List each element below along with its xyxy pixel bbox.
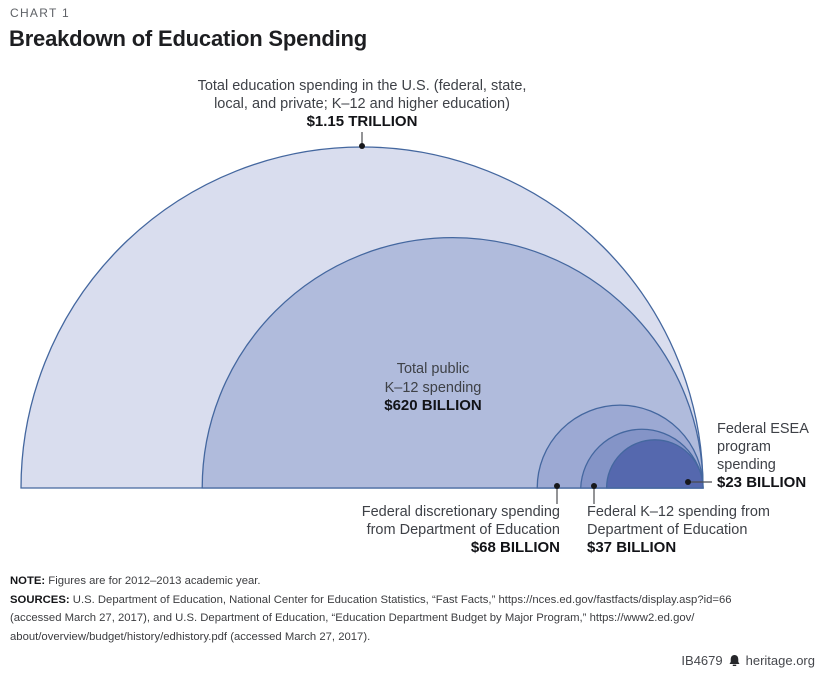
heritage-bell-icon — [729, 654, 740, 667]
segment-federal-esea — [605, 439, 704, 489]
label-line: K–12 spending — [384, 379, 482, 396]
value-federal-esea: $23 BILLION — [717, 474, 807, 491]
sources-label: SOURCES: — [10, 593, 70, 606]
value-total-education: $1.15 TRILLION — [306, 113, 418, 130]
label-federal-discretionary: Federal discretionary spending from Depa… — [300, 504, 560, 557]
label-line: from Department of Education — [366, 521, 560, 538]
label-line: local, and private; K–12 and higher educ… — [214, 95, 510, 112]
value-public-k12: $620 BILLION — [384, 397, 482, 414]
label-line: Department of Education — [587, 521, 748, 538]
leader-dot-total-education — [359, 143, 365, 149]
sources-text-1: U.S. Department of Education, National C… — [69, 593, 732, 606]
report-id: IB4679 — [681, 653, 723, 668]
leader-dot-federal-discretionary — [554, 483, 560, 489]
note-line: NOTE: Figures are for 2012–2013 academic… — [10, 572, 816, 591]
note-text: Figures are for 2012–2013 academic year. — [45, 575, 261, 587]
label-line: program — [717, 439, 771, 455]
value-federal-k12: $37 BILLION — [587, 539, 677, 556]
label-line: Total education spending in the U.S. (fe… — [197, 78, 527, 94]
label-line: Federal discretionary spending — [361, 504, 560, 520]
label-line: Total public — [396, 361, 470, 377]
value-federal-discretionary: $68 BILLION — [470, 539, 560, 556]
page-title: Breakdown of Education Spending — [9, 26, 368, 51]
sources-line-3: about/overview/budget/history/edhistory.… — [10, 630, 371, 643]
leader-dot-federal-k12 — [591, 483, 597, 489]
footnotes: NOTE: Figures are for 2012–2013 academic… — [10, 572, 816, 646]
site-link: heritage.org — [745, 653, 815, 668]
label-line: spending — [717, 457, 776, 473]
label-total-education: Total education spending in the U.S. (fe… — [162, 78, 562, 131]
sources-line-2: (accessed March 27, 2017), and U.S. Depa… — [10, 612, 695, 624]
label-line: Federal ESEA — [717, 421, 809, 437]
footer: IB4679 heritage.org — [681, 653, 815, 668]
label-public-k12: Total public K–12 spending $620 BILLION — [333, 360, 533, 416]
label-federal-esea: Federal ESEA program spending $23 BILLIO… — [717, 420, 823, 492]
label-federal-k12: Federal K–12 spending from Department of… — [587, 504, 807, 557]
nested-semicircle-chart — [20, 132, 712, 504]
sources-line-1: SOURCES: U.S. Department of Education, N… — [10, 591, 816, 610]
note-label: NOTE: — [10, 575, 46, 587]
chart-kicker: CHART 1 — [10, 6, 71, 20]
label-line: Federal K–12 spending from — [587, 504, 770, 520]
leader-dot-federal-esea — [685, 479, 691, 485]
